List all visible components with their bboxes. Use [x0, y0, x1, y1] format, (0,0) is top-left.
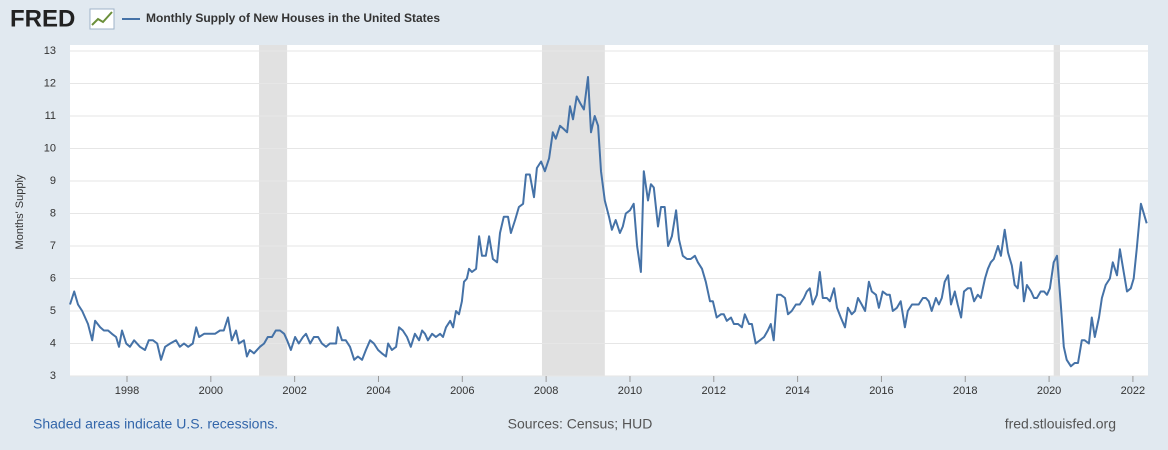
- y-tick-label: 5: [50, 305, 56, 317]
- x-tick-label: 2002: [282, 385, 306, 397]
- recession-note[interactable]: Shaded areas indicate U.S. recessions.: [33, 416, 278, 432]
- x-tick-label: 2004: [366, 385, 390, 397]
- x-tick-label: 2016: [869, 385, 893, 397]
- y-axis-label: Months' Supply: [14, 174, 26, 249]
- y-tick-label: 12: [44, 77, 56, 89]
- series-line: [69, 76, 1148, 368]
- y-tick-label: 11: [45, 110, 56, 122]
- y-tick-label: 4: [50, 337, 56, 349]
- recession-band: [1053, 45, 1060, 376]
- y-tick-label: 13: [44, 45, 56, 57]
- plot-area: [70, 45, 1148, 376]
- recession-band: [259, 45, 288, 376]
- logo-icon: [89, 8, 115, 30]
- x-tick-label: 2020: [1037, 385, 1061, 397]
- x-tick-label: 2010: [618, 385, 642, 397]
- x-tick-label: 2014: [785, 385, 809, 397]
- y-tick-label: 7: [50, 240, 56, 252]
- x-tick-label: 2006: [450, 385, 474, 397]
- site[interactable]: fred.stlouisfed.org: [1005, 416, 1116, 432]
- x-tick-label: 1998: [115, 385, 139, 397]
- source: Sources: Census; HUD: [508, 416, 653, 432]
- y-tick-label: 6: [50, 272, 56, 284]
- recession-band: [541, 45, 605, 376]
- x-tick-label: 2008: [534, 385, 558, 397]
- x-tick-label: 2000: [199, 385, 223, 397]
- x-tick-label: 2022: [1121, 385, 1145, 397]
- y-tick-label: 8: [50, 207, 56, 219]
- x-tick-label: 2018: [953, 385, 977, 397]
- y-tick-label: 10: [44, 142, 56, 154]
- y-tick-label: 3: [50, 370, 56, 382]
- legend-label: Monthly Supply of New Houses in the Unit…: [146, 11, 440, 25]
- logo[interactable]: FRED: [10, 5, 75, 32]
- y-tick-label: 9: [50, 175, 56, 187]
- x-tick-label: 2012: [702, 385, 726, 397]
